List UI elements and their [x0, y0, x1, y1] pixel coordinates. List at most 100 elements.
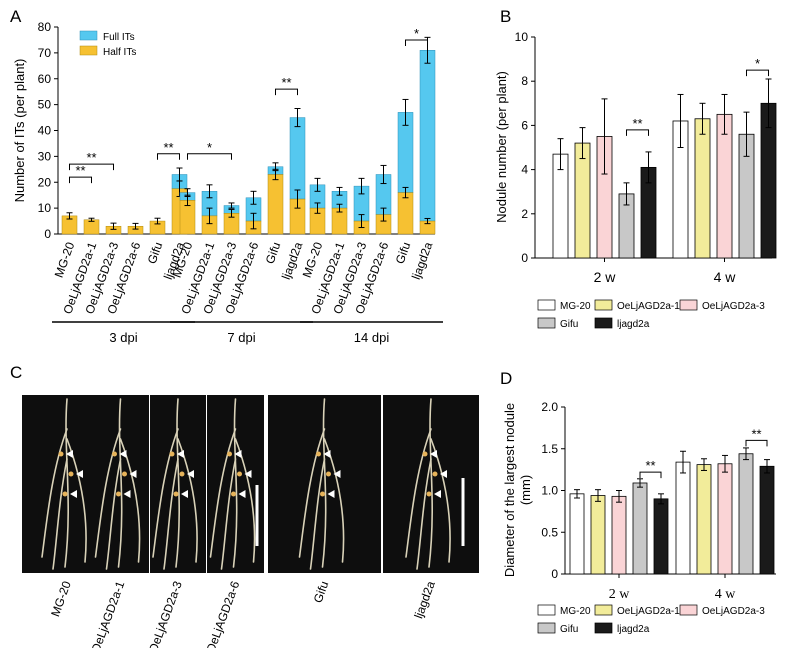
panel-a-significance: *	[187, 140, 232, 160]
root-strand	[175, 398, 180, 568]
panel-label-d: D	[500, 369, 512, 388]
panel-b-error-bar	[623, 182, 630, 206]
legend-swatch-half-its	[79, 45, 98, 56]
panel-a-error-bar	[132, 222, 139, 230]
panel-b-error-bar	[557, 138, 564, 171]
root-strand	[405, 428, 432, 558]
panel-a-error-bar	[314, 177, 321, 192]
panel-d-bar	[696, 464, 712, 575]
nodule	[426, 491, 432, 497]
panel-d-y-tick-label: 0	[551, 567, 558, 581]
panel-d-legend-label: OeLjAGD2a-3	[702, 606, 765, 617]
panel-d-y-axis-label: Diameter of the largest nodule	[502, 403, 517, 577]
root-strand	[416, 458, 432, 570]
panel-a-y-tick-label: 60	[38, 72, 52, 86]
root-photo	[92, 395, 149, 573]
panel-d-legend-label: ljagd2a	[617, 624, 650, 635]
nodule-arrow-icon	[129, 470, 137, 478]
nodule	[116, 491, 121, 497]
panel-a-error-bar	[66, 212, 73, 220]
panel-a-y-tick-label: 50	[38, 98, 52, 112]
panel-c-photo-label: OeLjAGD2a-3	[146, 579, 185, 648]
panel-d-error-bar	[764, 459, 770, 474]
panel-a-significance: **	[157, 140, 180, 160]
panel-label-a: A	[10, 7, 22, 26]
panel-a-y-axis-label: Number of ITs (per plant)	[12, 59, 27, 203]
svg-text:**: **	[281, 75, 291, 90]
panel-d-bar	[759, 465, 775, 575]
panel-d-error-bar	[574, 489, 580, 499]
svg-text:**: **	[751, 426, 761, 441]
panel-c-photos	[22, 395, 479, 573]
panel-d-category-label: 4 w	[715, 587, 737, 602]
root-strand	[105, 458, 122, 570]
panel-a-error-bar	[272, 168, 279, 181]
panel-b-y-tick-label: 8	[521, 74, 528, 88]
legend-swatch-full-its	[79, 30, 98, 41]
panel-d-y-tick-label: 0.5	[541, 525, 558, 539]
panel-b-category-label: 4 w	[714, 269, 737, 285]
root-strand	[209, 428, 237, 558]
panel-a-y-tick-label: 20	[38, 175, 52, 189]
panel-a-error-bar	[88, 217, 95, 222]
nodule-arrow-icon	[187, 470, 194, 478]
panel-a-y-tick-label: 80	[38, 20, 52, 34]
nodule-arrow-icon	[70, 490, 77, 498]
nodule-arrow-icon	[244, 470, 252, 478]
panel-d-error-bar	[658, 493, 664, 505]
panel-a-error-bar	[184, 194, 191, 207]
panel-b-legend-label: Gifu	[560, 319, 578, 330]
panel-a-group-label: 14 dpi	[354, 330, 390, 345]
panel-a-error-bar	[206, 207, 213, 225]
nodule	[316, 451, 321, 457]
panel-d-legend-swatch	[537, 604, 556, 616]
panel-d-y-tick-label: 2.0	[541, 400, 558, 414]
panel-d-category-label: 2 w	[609, 587, 631, 602]
nodule-arrow-icon	[434, 490, 441, 498]
panel-a-error-bar	[336, 203, 343, 213]
svg-text:*: *	[755, 56, 760, 71]
svg-text:**: **	[163, 140, 173, 155]
panel-d-bar	[675, 461, 691, 575]
panel-a-significance: *	[405, 26, 428, 46]
root-strand	[220, 458, 237, 570]
nodule-arrow-icon	[327, 490, 335, 498]
panel-b-legend-label: ljagd2a	[617, 319, 650, 330]
nodule	[58, 451, 64, 457]
root-strand	[163, 458, 179, 570]
panel-b-error-bar	[765, 78, 772, 129]
nodule	[422, 451, 428, 457]
nodule-arrow-icon	[177, 450, 184, 458]
nodule-arrow-icon	[181, 490, 188, 498]
nodule-arrow-icon	[66, 450, 73, 458]
panel-b-y-tick-label: 0	[521, 251, 528, 265]
panel-a-error-bar	[110, 222, 117, 230]
root-photo	[150, 395, 206, 573]
svg-text:**: **	[632, 116, 642, 131]
nodule	[62, 491, 68, 497]
panel-d-bar	[717, 463, 733, 575]
nodule	[231, 491, 236, 497]
panel-a-error-bar	[358, 177, 365, 195]
nodule-arrow-icon	[119, 450, 127, 458]
panel-a-error-bar	[294, 108, 301, 128]
root-strand	[232, 398, 238, 568]
panel-b-y-tick-label: 10	[515, 30, 529, 44]
panel-c-photo-label: MG-20	[48, 579, 74, 619]
panel-d-error-bar	[637, 478, 643, 488]
panel-d-bar	[653, 498, 669, 575]
nodule	[122, 471, 127, 477]
panel-c-photo-label: ljagd2a	[411, 579, 438, 620]
panel-b-legend-label: OeLjAGD2a-1	[617, 301, 680, 312]
panel-a-bar-half	[397, 192, 414, 235]
root-strand	[152, 428, 179, 558]
root-strand	[117, 398, 123, 568]
panel-a-y-tick-label: 30	[38, 149, 52, 163]
panel-a-error-bar	[358, 214, 365, 229]
panel-a-y-tick-label: 70	[38, 46, 52, 60]
panel-b-error-bar	[721, 93, 728, 135]
panel-d-legend-label: MG-20	[560, 606, 591, 617]
panel-b-legend: MG-20 OeLjAGD2a-1 OeLjAGD2a-3 Gifu ljagd2a	[537, 299, 765, 330]
panel-a-error-bar	[424, 217, 431, 225]
panel-a-error-bar	[294, 189, 301, 209]
